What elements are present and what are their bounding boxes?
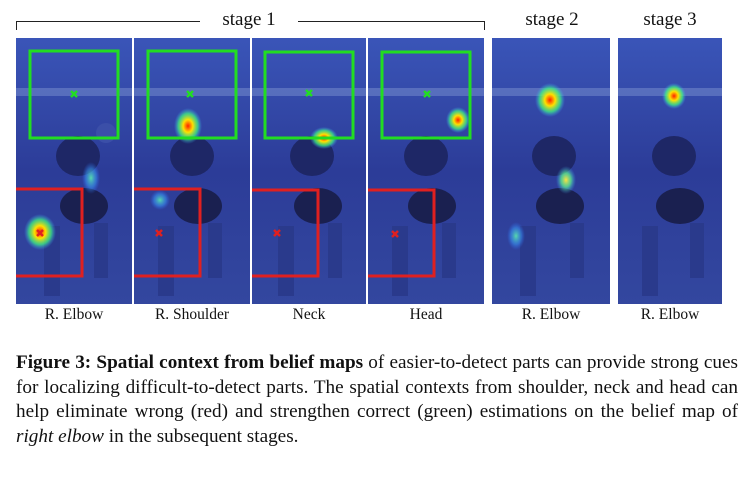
stage-1-bracket-right-tick — [484, 21, 485, 30]
stage-3-label: stage 3 — [643, 9, 697, 30]
panel-label-r-elbow-stage3: R. Elbow — [640, 306, 700, 323]
panel-label-r-elbow-stage1: R. Elbow — [44, 306, 104, 323]
belief-map-image — [368, 38, 484, 304]
panel-stage2-r-elbow — [492, 38, 610, 304]
panel-stage1-r-elbow — [16, 38, 132, 304]
belief-map-image — [134, 38, 250, 304]
caption-heading: Figure 3: Spatial context from belief ma… — [16, 352, 364, 373]
stage-1-bracket-right — [298, 21, 484, 22]
caption-body-1: of easier-to-detect parts can provide st… — [16, 352, 738, 422]
belief-map-image — [16, 38, 132, 304]
stage-1-bracket-left-tick — [16, 21, 17, 30]
stage-2-label: stage 2 — [525, 9, 579, 30]
caption-emphasis: right elbow — [16, 425, 104, 447]
panel-label-r-shoulder: R. Shoulder — [154, 306, 230, 323]
panel-label-neck: Neck — [292, 306, 326, 323]
panel-label-head: Head — [409, 306, 443, 323]
stage-1-bracket-left — [16, 21, 200, 22]
panel-stage1-head — [368, 38, 484, 304]
figure-caption: Figure 3: Spatial context from belief ma… — [16, 351, 738, 449]
belief-map-image — [618, 38, 722, 304]
caption-body-2: in the subsequent stages. — [103, 425, 299, 447]
panel-stage1-neck — [252, 38, 366, 304]
panel-label-r-elbow-stage2: R. Elbow — [521, 306, 581, 323]
panel-stage1-r-shoulder — [134, 38, 250, 304]
belief-map-image — [252, 38, 366, 304]
panel-stage3-r-elbow — [618, 38, 722, 304]
belief-map-image — [492, 38, 610, 304]
stage-1-label: stage 1 — [222, 9, 276, 30]
